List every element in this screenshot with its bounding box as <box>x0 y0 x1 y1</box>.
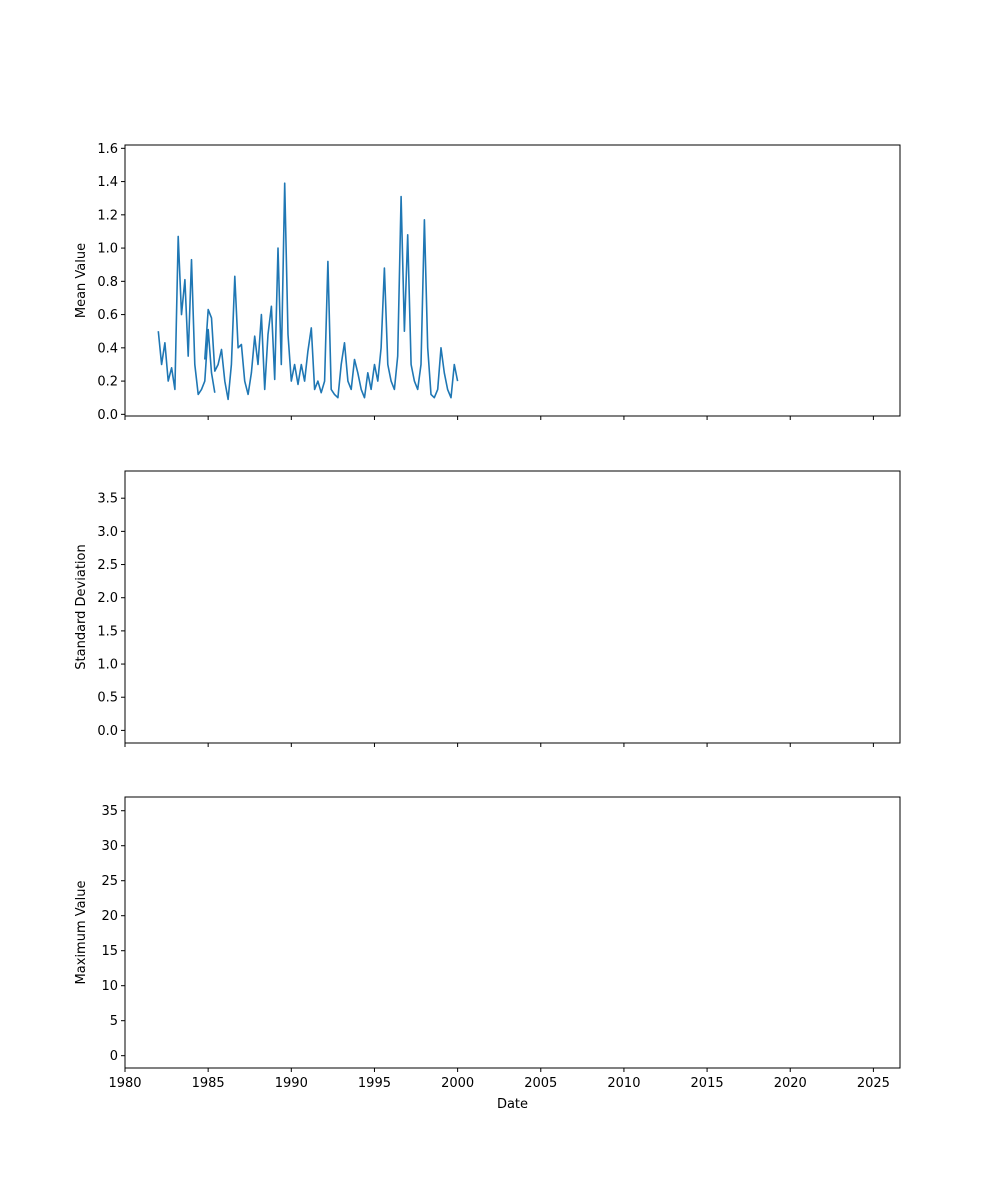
series-line-1-1 <box>157 235 216 396</box>
x-tick-label: 2020 <box>774 1076 807 1091</box>
y-tick-label: 15 <box>101 944 118 959</box>
y-tick-label: 1.0 <box>97 242 118 257</box>
y-tick-label: 1.4 <box>97 175 118 190</box>
y-tick-label: 35 <box>101 804 118 819</box>
subplot-1: 0.0 0.2 0.4 0.6 0.8 1.0 1.2 1.4 1.6 Mean Value <box>74 142 901 423</box>
y-tick-label: 20 <box>101 909 118 924</box>
y-tick-label: 10 <box>101 979 118 994</box>
axes-frame <box>124 470 901 744</box>
x-tick-label: 1985 <box>192 1076 225 1091</box>
x-tick-label: 1990 <box>275 1076 308 1091</box>
y-tick-label: 0.0 <box>97 408 118 423</box>
y-tick-label: 1.6 <box>97 142 118 157</box>
x-tick-label: 2005 <box>524 1076 557 1091</box>
x-tick-label: 2010 <box>607 1076 640 1091</box>
y-tick-label: 0.0 <box>97 724 118 739</box>
y-tick-label: 30 <box>101 839 118 854</box>
y-axis-title: Standard Deviation <box>74 544 89 669</box>
y-axis-title: Mean Value <box>74 243 89 318</box>
y-tick-label: 0.5 <box>97 691 118 706</box>
x-tick-label: 1980 <box>108 1076 141 1091</box>
y-tick-label: 0.8 <box>97 275 118 290</box>
y-tick-label: 0 <box>110 1049 118 1064</box>
y-axis-title: Maximum Value <box>74 881 89 985</box>
x-tick-label: 2000 <box>441 1076 474 1091</box>
x-tick-label: 1995 <box>358 1076 391 1091</box>
subplot-2: 0.0 0.5 1.0 1.5 2.0 2.5 3.0 3.5 Standard Deviati… <box>74 470 901 747</box>
y-tick-label: 3.5 <box>97 492 118 507</box>
y-tick-label: 1.0 <box>97 658 118 673</box>
y-tick-label: 2.0 <box>97 591 118 606</box>
y-tick-label: 0.6 <box>97 308 118 323</box>
axes-frame <box>124 144 901 417</box>
y-tick-label: 1.5 <box>97 624 118 639</box>
y-tick-label: 1.2 <box>97 208 118 223</box>
x-tick-label: 2025 <box>857 1076 890 1091</box>
y-tick-label: 3.0 <box>97 525 118 540</box>
x-tick-label: 2015 <box>691 1076 724 1091</box>
y-tick-label: 5 <box>110 1014 118 1029</box>
x-axis-title: Date <box>497 1097 528 1112</box>
series-line-1-2 <box>204 182 459 401</box>
y-tick-label: 25 <box>101 874 118 889</box>
axes-frame <box>124 796 901 1069</box>
y-tick-label: 0.4 <box>97 341 118 356</box>
y-tick-label: 2.5 <box>97 558 118 573</box>
y-tick-label: 0.2 <box>97 375 118 390</box>
